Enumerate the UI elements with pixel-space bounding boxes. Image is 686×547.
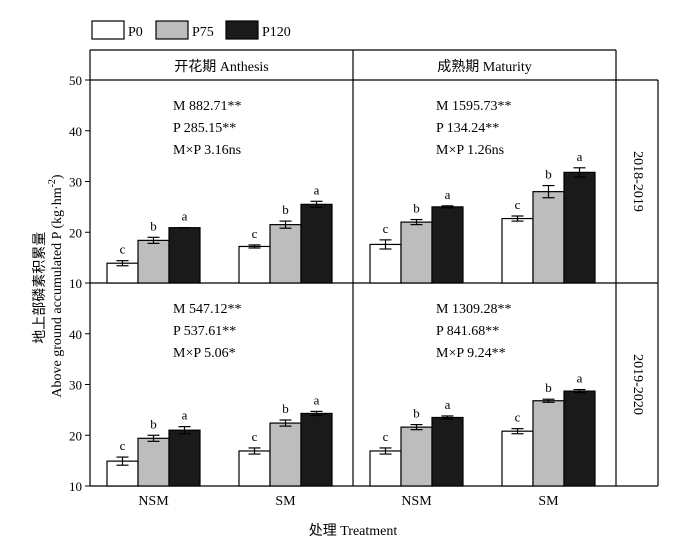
legend-label-p0: P0: [128, 25, 143, 40]
anova-stat: M×P 1.26ns: [436, 143, 504, 158]
significance-letter: b: [150, 218, 157, 233]
bar-p120-nsm: [168, 227, 201, 284]
y-tick-label: 20: [69, 428, 82, 443]
column-header-anthesis: 开花期 Anthesis: [174, 59, 269, 75]
significance-letter: c: [383, 429, 389, 444]
bar-p120-sm: [563, 171, 596, 284]
significance-letter: c: [252, 429, 258, 444]
bar-p75-nsm: [137, 239, 170, 284]
significance-letter: a: [314, 392, 320, 407]
y-tick-label: 30: [69, 378, 82, 393]
anova-stat: M×P 5.06*: [173, 346, 236, 361]
anova-stat: P 285.15**: [173, 121, 236, 136]
bar-p75-nsm: [400, 426, 433, 487]
y-axis-title: 地上部磷素积累量 Above ground accumulated P (kg·…: [32, 174, 65, 398]
anova-stat: M 882.71**: [173, 99, 241, 114]
bar-p120-nsm: [431, 416, 464, 487]
y-tick-label: 50: [69, 73, 82, 88]
y-tick-label: 40: [69, 124, 82, 139]
anova-stat: M×P 9.24**: [436, 346, 506, 361]
significance-letter: b: [150, 416, 157, 431]
y-tick-label: 40: [69, 327, 82, 342]
bar-p75-nsm: [400, 221, 433, 284]
legend: P0 P75 P120: [91, 20, 291, 40]
x-axis-title: 处理 Treatment: [309, 523, 398, 539]
y-tick-label: 30: [69, 175, 82, 190]
bar-p0-sm: [501, 217, 534, 284]
anova-stat: M 1595.73**: [436, 99, 511, 114]
significance-letter: a: [445, 187, 451, 202]
significance-letter: a: [182, 408, 188, 423]
bar-p120-sm: [300, 203, 333, 284]
anova-stat: P 134.24**: [436, 121, 499, 136]
significance-letter: c: [515, 197, 521, 212]
legend-swatch-p0: [91, 20, 125, 40]
anova-stat: M 1309.28**: [436, 302, 511, 317]
row-label-2019-2020: 2019-2020: [630, 354, 645, 415]
significance-letter: a: [445, 397, 451, 412]
significance-letter: a: [577, 149, 583, 164]
x-tick-label-sm: SM: [538, 494, 559, 509]
bar-p120-nsm: [431, 206, 464, 284]
anova-stat: M 547.12**: [173, 302, 241, 317]
significance-letter: a: [182, 209, 188, 224]
significance-letter: b: [545, 380, 552, 395]
significance-letter: a: [314, 182, 320, 197]
y-axis-title-en: Above ground accumulated P (kg·hm-2): [47, 174, 65, 398]
significance-letter: b: [413, 201, 420, 216]
y-axis-title-sup: -2: [47, 179, 58, 187]
anova-stat: M×P 3.16ns: [173, 143, 241, 158]
bar-p75-sm: [269, 224, 302, 284]
significance-letter: c: [515, 410, 521, 425]
bar-p120-nsm: [168, 429, 201, 487]
y-axis-title-en-text: Above ground accumulated P (kg·hm: [50, 187, 65, 397]
x-tick-label-nsm: NSM: [401, 494, 432, 509]
bar-p0-nsm: [369, 243, 402, 284]
significance-letter: c: [252, 226, 258, 241]
legend-swatch-p75: [155, 20, 189, 40]
row-label-2018-2019: 2018-2019: [630, 151, 645, 212]
legend-label-p75: P75: [192, 25, 214, 40]
y-tick-label: 10: [69, 479, 82, 494]
bar-p120-sm: [563, 390, 596, 487]
significance-letter: b: [413, 406, 420, 421]
bar-p75-sm: [269, 422, 302, 487]
bar-p0-nsm: [369, 450, 402, 487]
significance-letter: c: [120, 242, 126, 257]
y-tick-label: 10: [69, 276, 82, 291]
significance-letter: b: [282, 202, 289, 217]
panel-grid: 开花期 Anthesis 成熟期 Maturity 2018-2019 2019-20…: [69, 49, 659, 509]
bar-p0-sm: [238, 450, 271, 487]
significance-letter: a: [577, 371, 583, 386]
significance-letter: b: [545, 167, 552, 182]
bar-p0-sm: [501, 430, 534, 487]
significance-letter: c: [383, 221, 389, 236]
legend-label-p120: P120: [262, 25, 291, 40]
column-header-maturity: 成熟期 Maturity: [437, 59, 532, 75]
bar-p0-sm: [238, 245, 271, 284]
bar-p120-sm: [300, 412, 333, 487]
significance-letter: b: [282, 401, 289, 416]
legend-swatch-p120: [225, 20, 259, 40]
x-tick-label-sm: SM: [275, 494, 296, 509]
anova-stat: P 537.61**: [173, 324, 236, 339]
significance-letter: c: [120, 438, 126, 453]
y-axis-title-cn: 地上部磷素积累量: [32, 232, 48, 344]
anova-stat: P 841.68**: [436, 324, 499, 339]
x-tick-label-nsm: NSM: [138, 494, 169, 509]
y-tick-label: 20: [69, 225, 82, 240]
bar-p75-sm: [532, 191, 565, 284]
bar-p75-nsm: [137, 437, 170, 487]
y-axis-title-close: ): [50, 174, 65, 179]
chart-marks: M 882.71** P 285.15** M×P 3.16ns c b a c b a M 15…: [106, 99, 596, 487]
bar-p75-sm: [532, 400, 565, 487]
